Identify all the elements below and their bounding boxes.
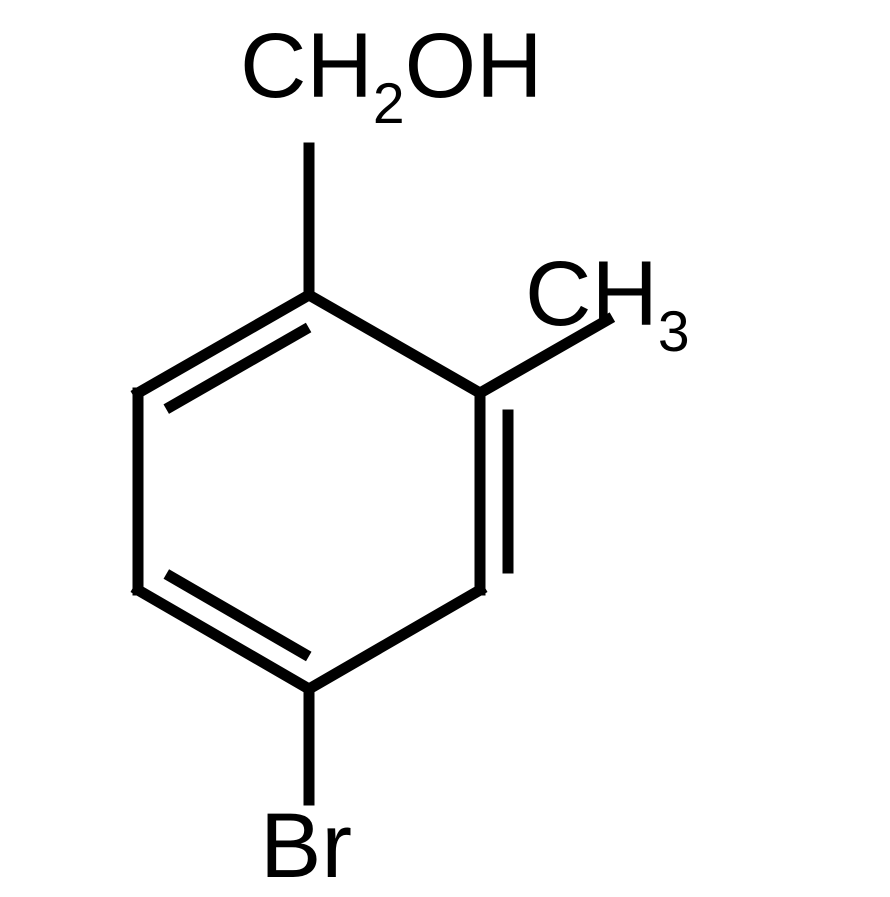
label-ch2oh-text: CH2OH (240, 15, 543, 117)
label-br-text: Br (260, 795, 352, 897)
label-ch2oh: CH2OH (240, 20, 543, 126)
molecule-canvas: CH2OH CH3 Br (0, 0, 890, 890)
label-br: Br (260, 800, 352, 892)
bond-layer (0, 0, 890, 890)
label-ch3: CH3 (525, 248, 690, 354)
label-ch3-text: CH3 (525, 243, 690, 345)
